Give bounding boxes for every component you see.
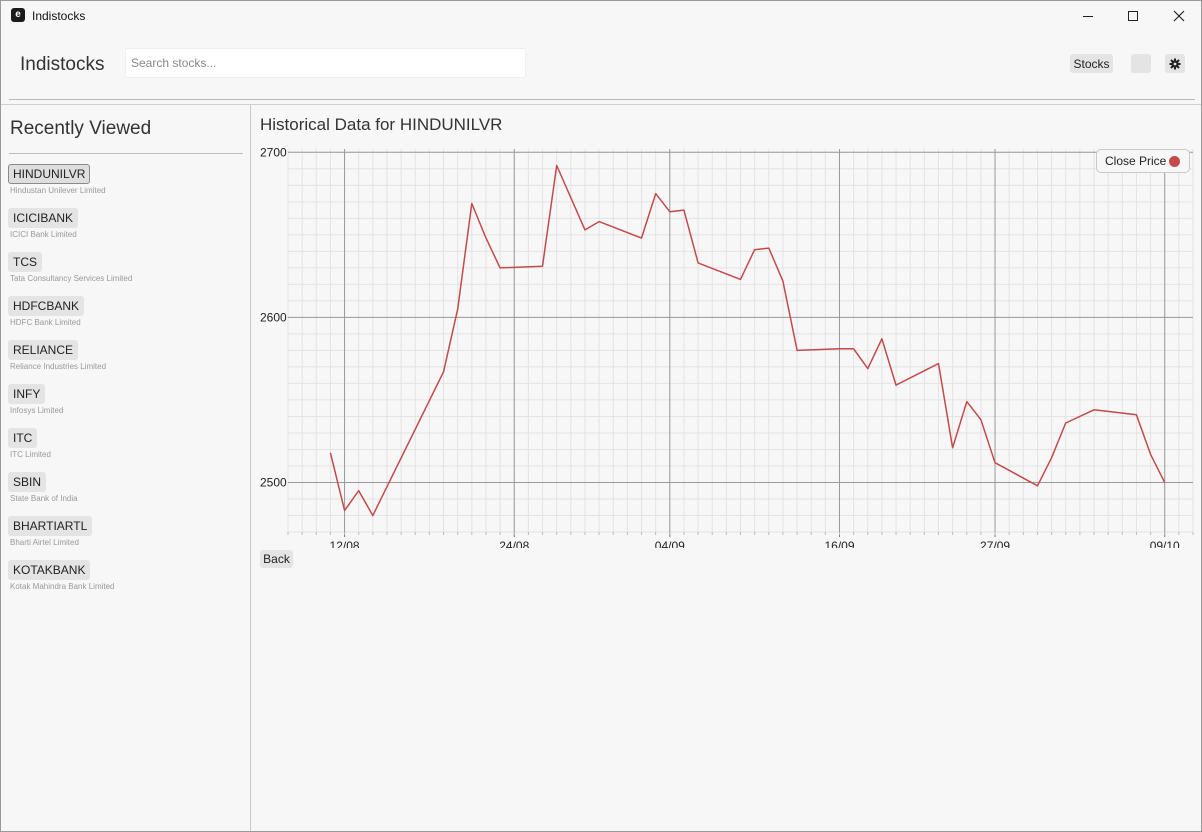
title-bar: e Indistocks [1,1,1201,31]
legend-marker [1169,156,1180,167]
recent-stock-item[interactable]: SBIN State Bank of India [8,472,238,516]
stock-symbol-button[interactable]: SBIN [8,472,47,492]
chart-title: Historical Data for HINDUNILVR [260,115,503,134]
stock-company-name: State Bank of India [10,494,78,503]
minimize-icon [1083,15,1093,17]
chart-major-grid [288,149,1193,532]
close-price-line [329,164,1166,517]
maximize-button[interactable] [1110,1,1156,31]
sidebar-title: Recently Viewed [10,118,152,139]
stock-symbol-button[interactable]: HINDUNILVR [8,164,91,184]
stock-company-name: Tata Consultancy Services Limited [10,274,133,283]
stock-company-name: HDFC Bank Limited [10,318,81,327]
chart-axes [287,532,1194,537]
x-tick-label: 27/09 [980,539,1010,548]
recent-stock-item[interactable]: ITC ITC Limited [8,428,238,472]
theme-button[interactable] [1131,54,1151,73]
chart-minor-grid [287,149,1194,533]
stock-symbol-button[interactable]: HDFCBANK [8,296,85,316]
app-icon: e [11,8,25,22]
stock-company-name: Bharti Airtel Limited [10,538,79,547]
stock-symbol-button[interactable]: ITC [8,428,38,448]
y-tick-label: 2500 [260,475,287,489]
sidebar-divider [9,153,243,154]
y-tick-label: 2600 [260,310,287,324]
legend-label: Close Price [1105,154,1167,168]
stock-company-name: Hindustan Unilever Limited [10,186,106,195]
x-tick-label: 12/08 [330,539,360,548]
theme-icon [1136,58,1146,68]
recent-stock-item[interactable]: HINDUNILVR Hindustan Unilever Limited [8,164,238,208]
close-icon [1173,10,1185,22]
x-tick-label: 16/09 [824,539,854,548]
maximize-icon [1128,11,1138,21]
x-tick-label: 09/10 [1150,539,1180,548]
chart-x-ticks: 12/08 24/08 04/09 16/09 27/09 09/10 [330,539,1181,548]
stock-company-name: ITC Limited [10,450,51,459]
stock-symbol-button[interactable]: RELIANCE [8,340,79,360]
x-tick-label: 04/09 [655,539,685,548]
stock-company-name: Kotak Mahindra Bank Limited [10,582,115,591]
sidebar: Recently Viewed HINDUNILVR Hindustan Uni… [1,105,251,831]
x-tick-label: 24/08 [499,539,529,548]
stock-symbol-button[interactable]: ICICIBANK [8,208,79,228]
close-button[interactable] [1156,1,1201,31]
stock-symbol-button[interactable]: BHARTIARTL [8,516,93,536]
header-divider [9,99,1195,100]
stock-company-name: Infosys Limited [10,406,64,415]
chart-y-ticks: 2500 2600 2700 [260,145,287,489]
recent-stock-item[interactable]: BHARTIARTL Bharti Airtel Limited [8,516,238,560]
stock-symbol-button[interactable]: INFY [8,384,46,404]
main-panel: Historical Data for HINDUNILVR 2500 2600 2… [252,105,1202,831]
chart-legend: Close Price [1096,149,1190,173]
recent-stock-item[interactable]: KOTAKBANK Kotak Mahindra Bank Limited [8,560,238,604]
header-divider-secondary [1,104,1201,105]
stock-symbol-button[interactable]: KOTAKBANK [8,560,91,580]
gear-icon [1169,58,1181,69]
recent-stock-item[interactable]: ICICIBANK ICICI Bank Limited [8,208,238,252]
settings-button[interactable] [1165,54,1185,73]
recent-stock-item[interactable]: INFY Infosys Limited [8,384,238,428]
chart-series [329,164,1166,517]
brand-title: Indistocks [20,54,105,75]
recent-stock-item[interactable]: HDFCBANK HDFC Bank Limited [8,296,238,340]
recent-stock-item[interactable]: TCS Tata Consultancy Services Limited [8,252,238,296]
y-tick-label: 2700 [260,145,287,159]
stocks-button[interactable]: Stocks [1070,54,1113,73]
search-input[interactable] [125,48,526,78]
stock-company-name: ICICI Bank Limited [10,230,77,239]
recent-stock-item[interactable]: RELIANCE Reliance Industries Limited [8,340,238,384]
price-chart[interactable]: 2500 2600 2700 12/08 24/08 04/09 16/09 27/09 09… [252,143,1202,548]
window-title: Indistocks [32,9,86,23]
stock-symbol-button[interactable]: TCS [8,252,42,272]
app-header: Indistocks Stocks [1,31,1201,105]
minimize-button[interactable] [1065,1,1111,31]
stock-company-name: Reliance Industries Limited [10,362,107,371]
back-button[interactable]: Back [260,550,293,568]
